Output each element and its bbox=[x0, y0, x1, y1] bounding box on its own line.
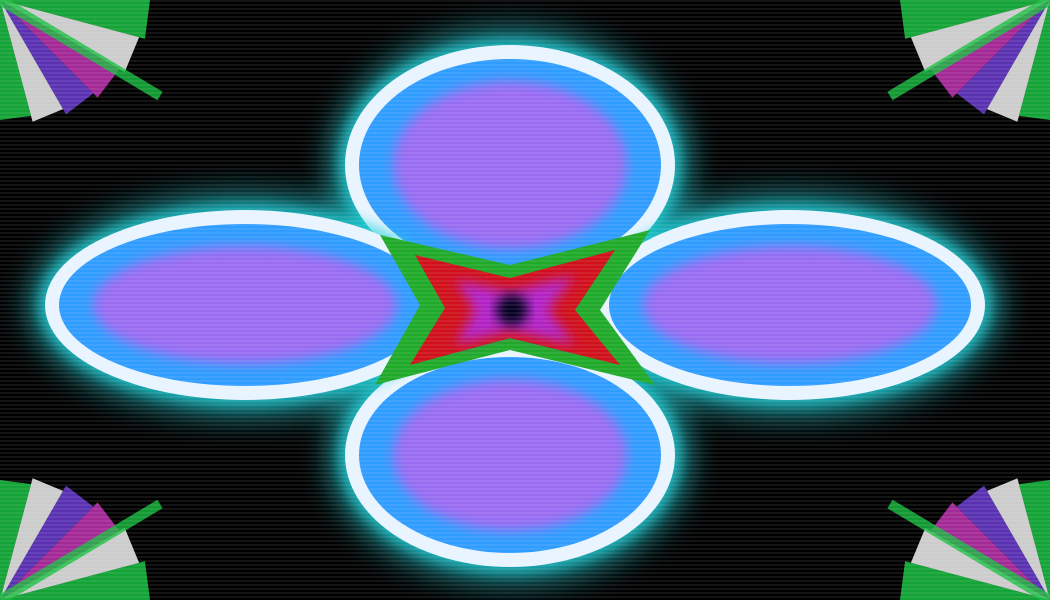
kaleidoscope-frame bbox=[0, 0, 1050, 600]
kaleidoscope-artwork bbox=[0, 0, 1050, 600]
scanline-overlay bbox=[0, 0, 1050, 600]
